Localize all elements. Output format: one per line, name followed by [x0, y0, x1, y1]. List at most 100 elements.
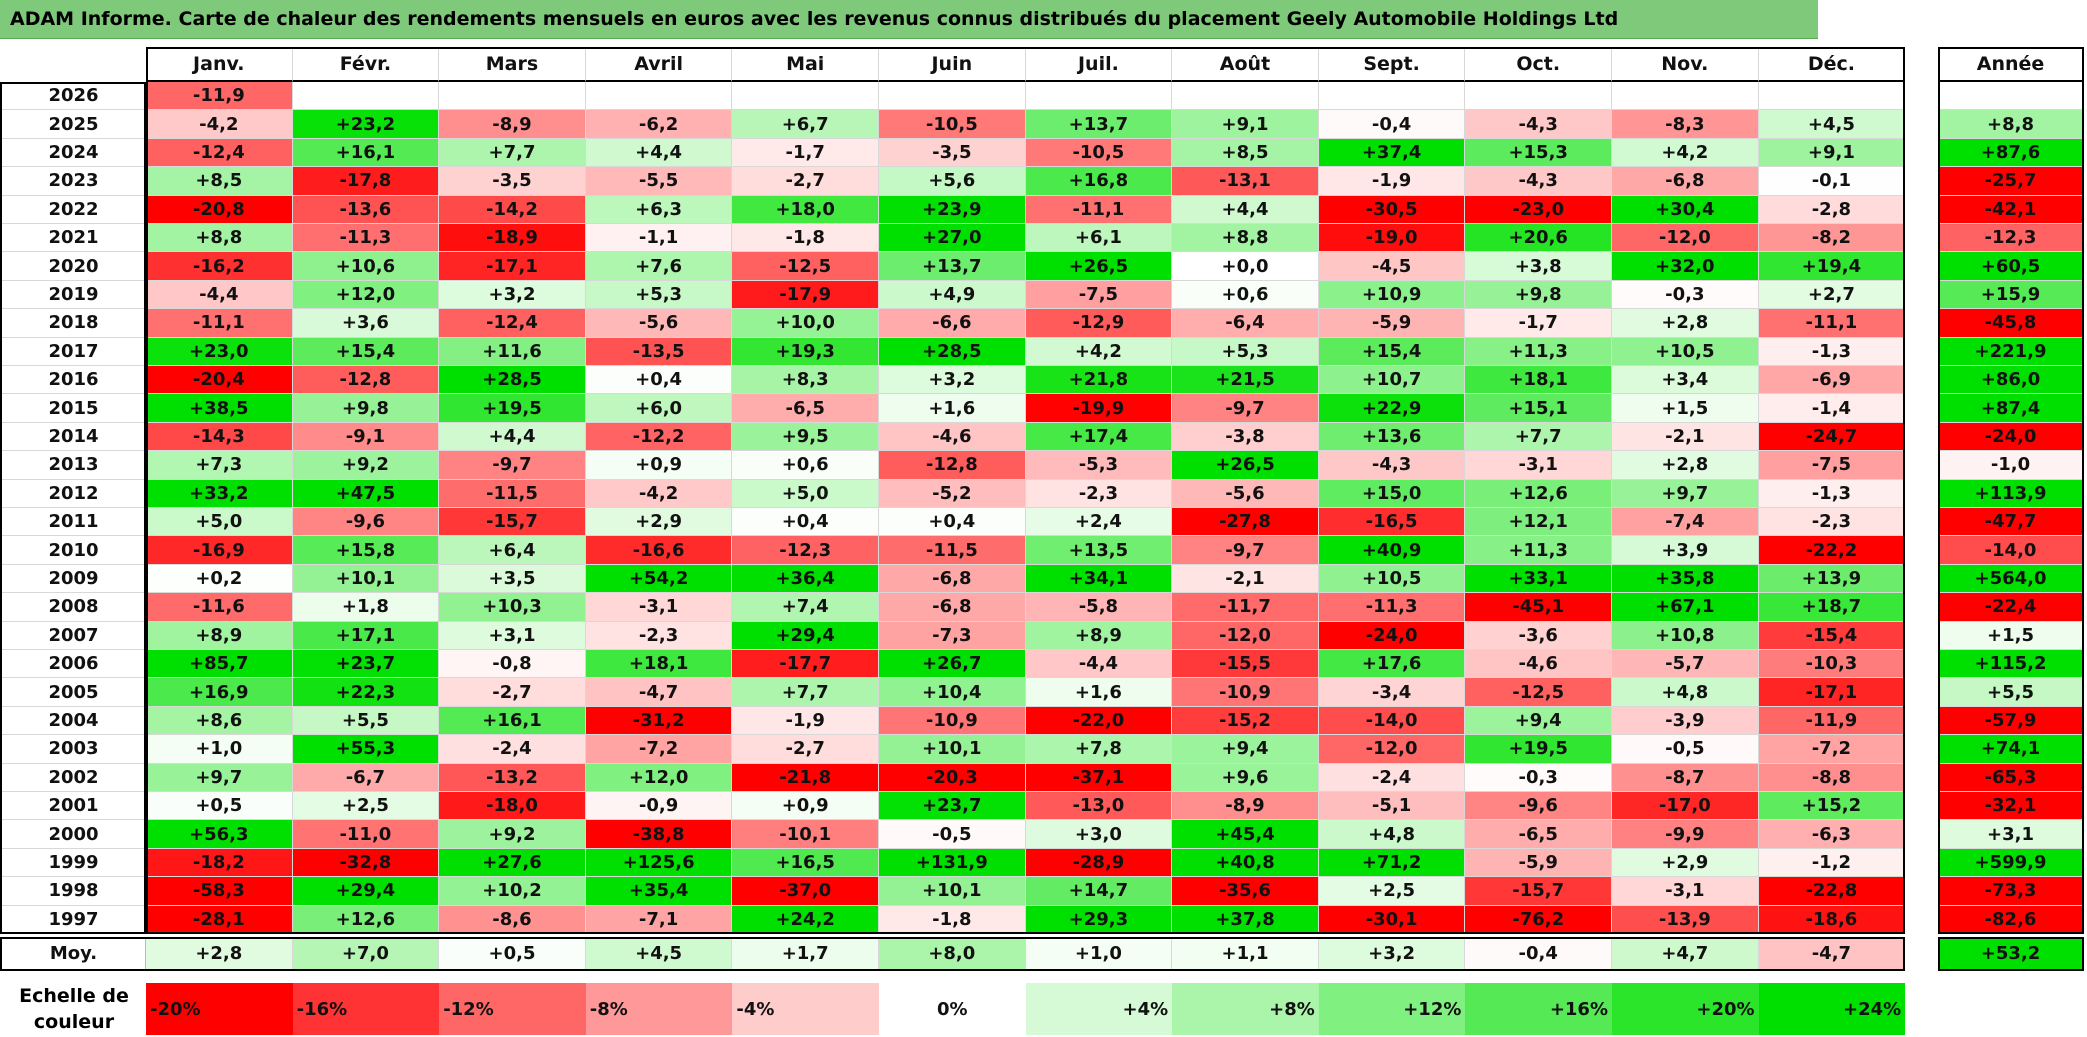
heatmap-cell: -4,2 — [146, 110, 293, 139]
annual-cell: +60,5 — [1938, 252, 2084, 281]
heatmap-cell: -11,5 — [879, 536, 1026, 565]
heatmap-cell: +13,7 — [1025, 110, 1173, 139]
heatmap-cell: -5,7 — [1612, 650, 1759, 679]
heatmap-cell: +3,0 — [1025, 820, 1173, 849]
year-label: 2016 — [2, 366, 146, 395]
heatmap-cell: +26,5 — [1172, 451, 1319, 480]
heatmap-cell: +19,5 — [1465, 735, 1612, 764]
average-annual-cell: +53,2 — [1938, 937, 2084, 971]
heatmap-cell: +19,3 — [732, 337, 879, 366]
heatmap-cell: +15,1 — [1465, 394, 1612, 423]
heatmap-cell: +29,3 — [1025, 905, 1173, 934]
heatmap-cell: -4,5 — [1318, 252, 1466, 281]
heatmap-cell: -15,5 — [1172, 650, 1319, 679]
heatmap-cell: -7,1 — [585, 905, 733, 934]
heatmap-cell: -8,9 — [439, 110, 586, 139]
heatmap-cell: -2,1 — [1612, 422, 1759, 452]
heatmap-cell: -13,2 — [439, 763, 586, 792]
heatmap-cell: -4,6 — [1465, 650, 1612, 679]
heatmap-cell: -17,0 — [1612, 792, 1759, 821]
heatmap-cell: -10,3 — [1758, 650, 1906, 679]
heatmap-cell: -1,1 — [585, 224, 733, 253]
year-label: 2007 — [2, 621, 146, 650]
heatmap-cell: -17,1 — [439, 252, 586, 281]
heatmap-cell: -15,7 — [439, 508, 586, 537]
heatmap-cell: +17,6 — [1318, 650, 1466, 679]
heatmap-cell: -5,9 — [1465, 848, 1612, 878]
heatmap-cell: +18,0 — [732, 195, 879, 224]
color-scale-stop: -12% — [439, 983, 586, 1035]
heatmap-cell: +40,9 — [1318, 536, 1466, 565]
heatmap-cell: +6,0 — [585, 394, 733, 423]
average-cell: +1,7 — [732, 937, 879, 971]
heatmap-cell: -18,9 — [439, 224, 586, 253]
heatmap-cell: +37,4 — [1318, 138, 1466, 168]
heatmap-cell: -27,8 — [1172, 508, 1319, 537]
heatmap-cell: +10,3 — [439, 593, 586, 622]
heatmap-cell: +9,4 — [1465, 706, 1612, 736]
heatmap-cell: +3,1 — [439, 621, 586, 650]
heatmap-cell: +0,4 — [879, 508, 1026, 537]
color-scale-label: Echelle de couleur — [19, 985, 129, 1033]
heatmap-cell: -2,4 — [439, 735, 586, 764]
heatmap-cell: -1,7 — [732, 138, 879, 168]
heatmap-cell: -13,0 — [1025, 792, 1173, 821]
heatmap-cell: -12,8 — [292, 366, 440, 395]
heatmap-cell: -3,6 — [1465, 621, 1612, 650]
heatmap-cell: -38,8 — [585, 820, 733, 849]
heatmap-cell — [879, 82, 1026, 111]
heatmap-cell: +9,2 — [292, 451, 440, 480]
month-header: Déc. — [1758, 47, 1906, 82]
heatmap-cell: +6,4 — [439, 536, 586, 565]
average-cell: -0,4 — [1465, 937, 1612, 971]
heatmap-cell: +4,9 — [879, 280, 1026, 310]
heatmap-cell: +12,0 — [585, 763, 733, 792]
heatmap-cell: -2,7 — [732, 735, 879, 764]
average-label: Moy. — [2, 937, 146, 971]
heatmap-cell: +10,2 — [439, 877, 586, 906]
heatmap-cell: -3,5 — [879, 138, 1026, 168]
heatmap-cell: -11,9 — [1758, 706, 1906, 736]
heatmap-cell: -10,1 — [732, 820, 879, 849]
heatmap-cell: -2,8 — [1758, 195, 1906, 224]
average-cell: +1,0 — [1025, 937, 1173, 971]
heatmap-cell: -24,0 — [1318, 621, 1466, 650]
heatmap-cell: -6,7 — [292, 763, 440, 792]
heatmap-cell: +3,6 — [292, 309, 440, 338]
heatmap-cell: -15,2 — [1172, 706, 1319, 736]
heatmap-cell: -2,3 — [585, 621, 733, 650]
heatmap-cell: -12,9 — [1025, 309, 1173, 338]
heatmap-cell: +8,6 — [146, 706, 293, 736]
heatmap-cell: -6,8 — [879, 564, 1026, 594]
heatmap-cell: +12,1 — [1465, 508, 1612, 537]
heatmap-cell: +2,8 — [1612, 309, 1759, 338]
heatmap-cell: -14,0 — [1318, 706, 1466, 736]
month-header: Oct. — [1465, 47, 1612, 82]
heatmap-cell: -12,4 — [439, 309, 586, 338]
heatmap-cell: +26,5 — [1025, 252, 1173, 281]
average-cell: +8,0 — [879, 937, 1026, 971]
heatmap-cell: -15,4 — [1758, 621, 1906, 650]
heatmap-cell: +7,8 — [1025, 735, 1173, 764]
heatmap-cell: -13,5 — [585, 337, 733, 366]
heatmap-cell: -12,4 — [146, 138, 293, 168]
heatmap-cell — [1465, 82, 1612, 111]
heatmap-cell: -37,1 — [1025, 763, 1173, 792]
chart-title: ADAM Informe. Carte de chaleur des rende… — [10, 8, 1619, 30]
heatmap-cell: +11,6 — [439, 337, 586, 366]
heatmap-cell: -58,3 — [146, 877, 293, 906]
heatmap-cell: -9,7 — [1172, 536, 1319, 565]
heatmap-cell — [1758, 82, 1906, 111]
heatmap-cell: -6,5 — [732, 394, 879, 423]
heatmap-cell: +4,8 — [1318, 820, 1466, 849]
heatmap-cell: -5,6 — [1172, 479, 1319, 508]
heatmap-cell: -15,7 — [1465, 877, 1612, 906]
year-label: 2003 — [2, 735, 146, 764]
heatmap-cell: +15,2 — [1758, 792, 1906, 821]
heatmap-cell: -7,5 — [1758, 451, 1906, 480]
average-cell: -4,7 — [1758, 937, 1906, 971]
heatmap-cell: +7,7 — [732, 678, 879, 707]
heatmap-cell: +4,2 — [1025, 337, 1173, 366]
heatmap-cell: -12,5 — [1465, 678, 1612, 707]
annual-cell: +113,9 — [1938, 479, 2084, 508]
